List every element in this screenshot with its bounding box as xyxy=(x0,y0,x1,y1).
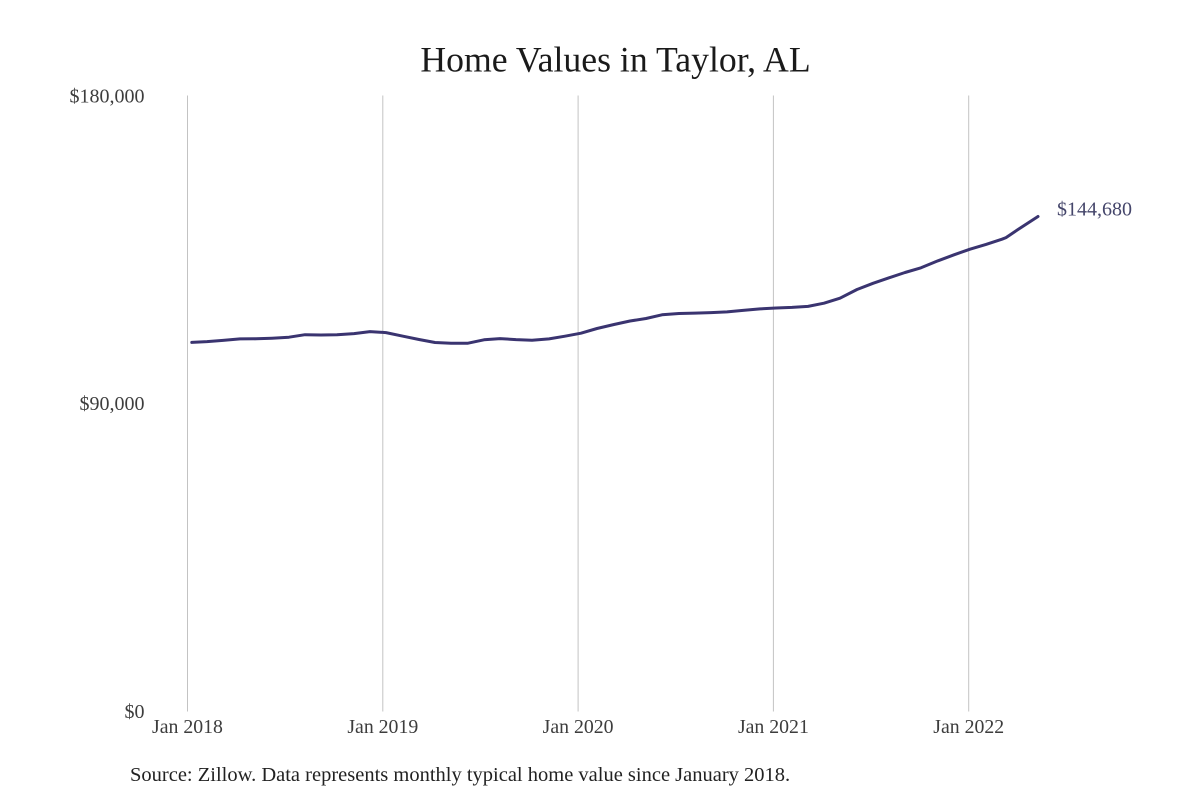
svg-text:$144,680: $144,680 xyxy=(1057,199,1132,221)
svg-text:$180,000: $180,000 xyxy=(70,86,145,108)
svg-text:$90,000: $90,000 xyxy=(80,393,145,415)
svg-text:Home Values in Taylor, AL: Home Values in Taylor, AL xyxy=(420,40,810,80)
svg-text:Jan 2021: Jan 2021 xyxy=(738,716,809,738)
svg-text:Jan 2019: Jan 2019 xyxy=(347,716,418,738)
svg-text:Jan 2022: Jan 2022 xyxy=(933,716,1004,738)
svg-text:Jan 2020: Jan 2020 xyxy=(543,716,614,738)
svg-text:Jan 2018: Jan 2018 xyxy=(152,716,223,738)
svg-text:$0: $0 xyxy=(125,701,145,723)
svg-text:Source: Zillow. Data represent: Source: Zillow. Data represents monthly … xyxy=(130,764,790,786)
